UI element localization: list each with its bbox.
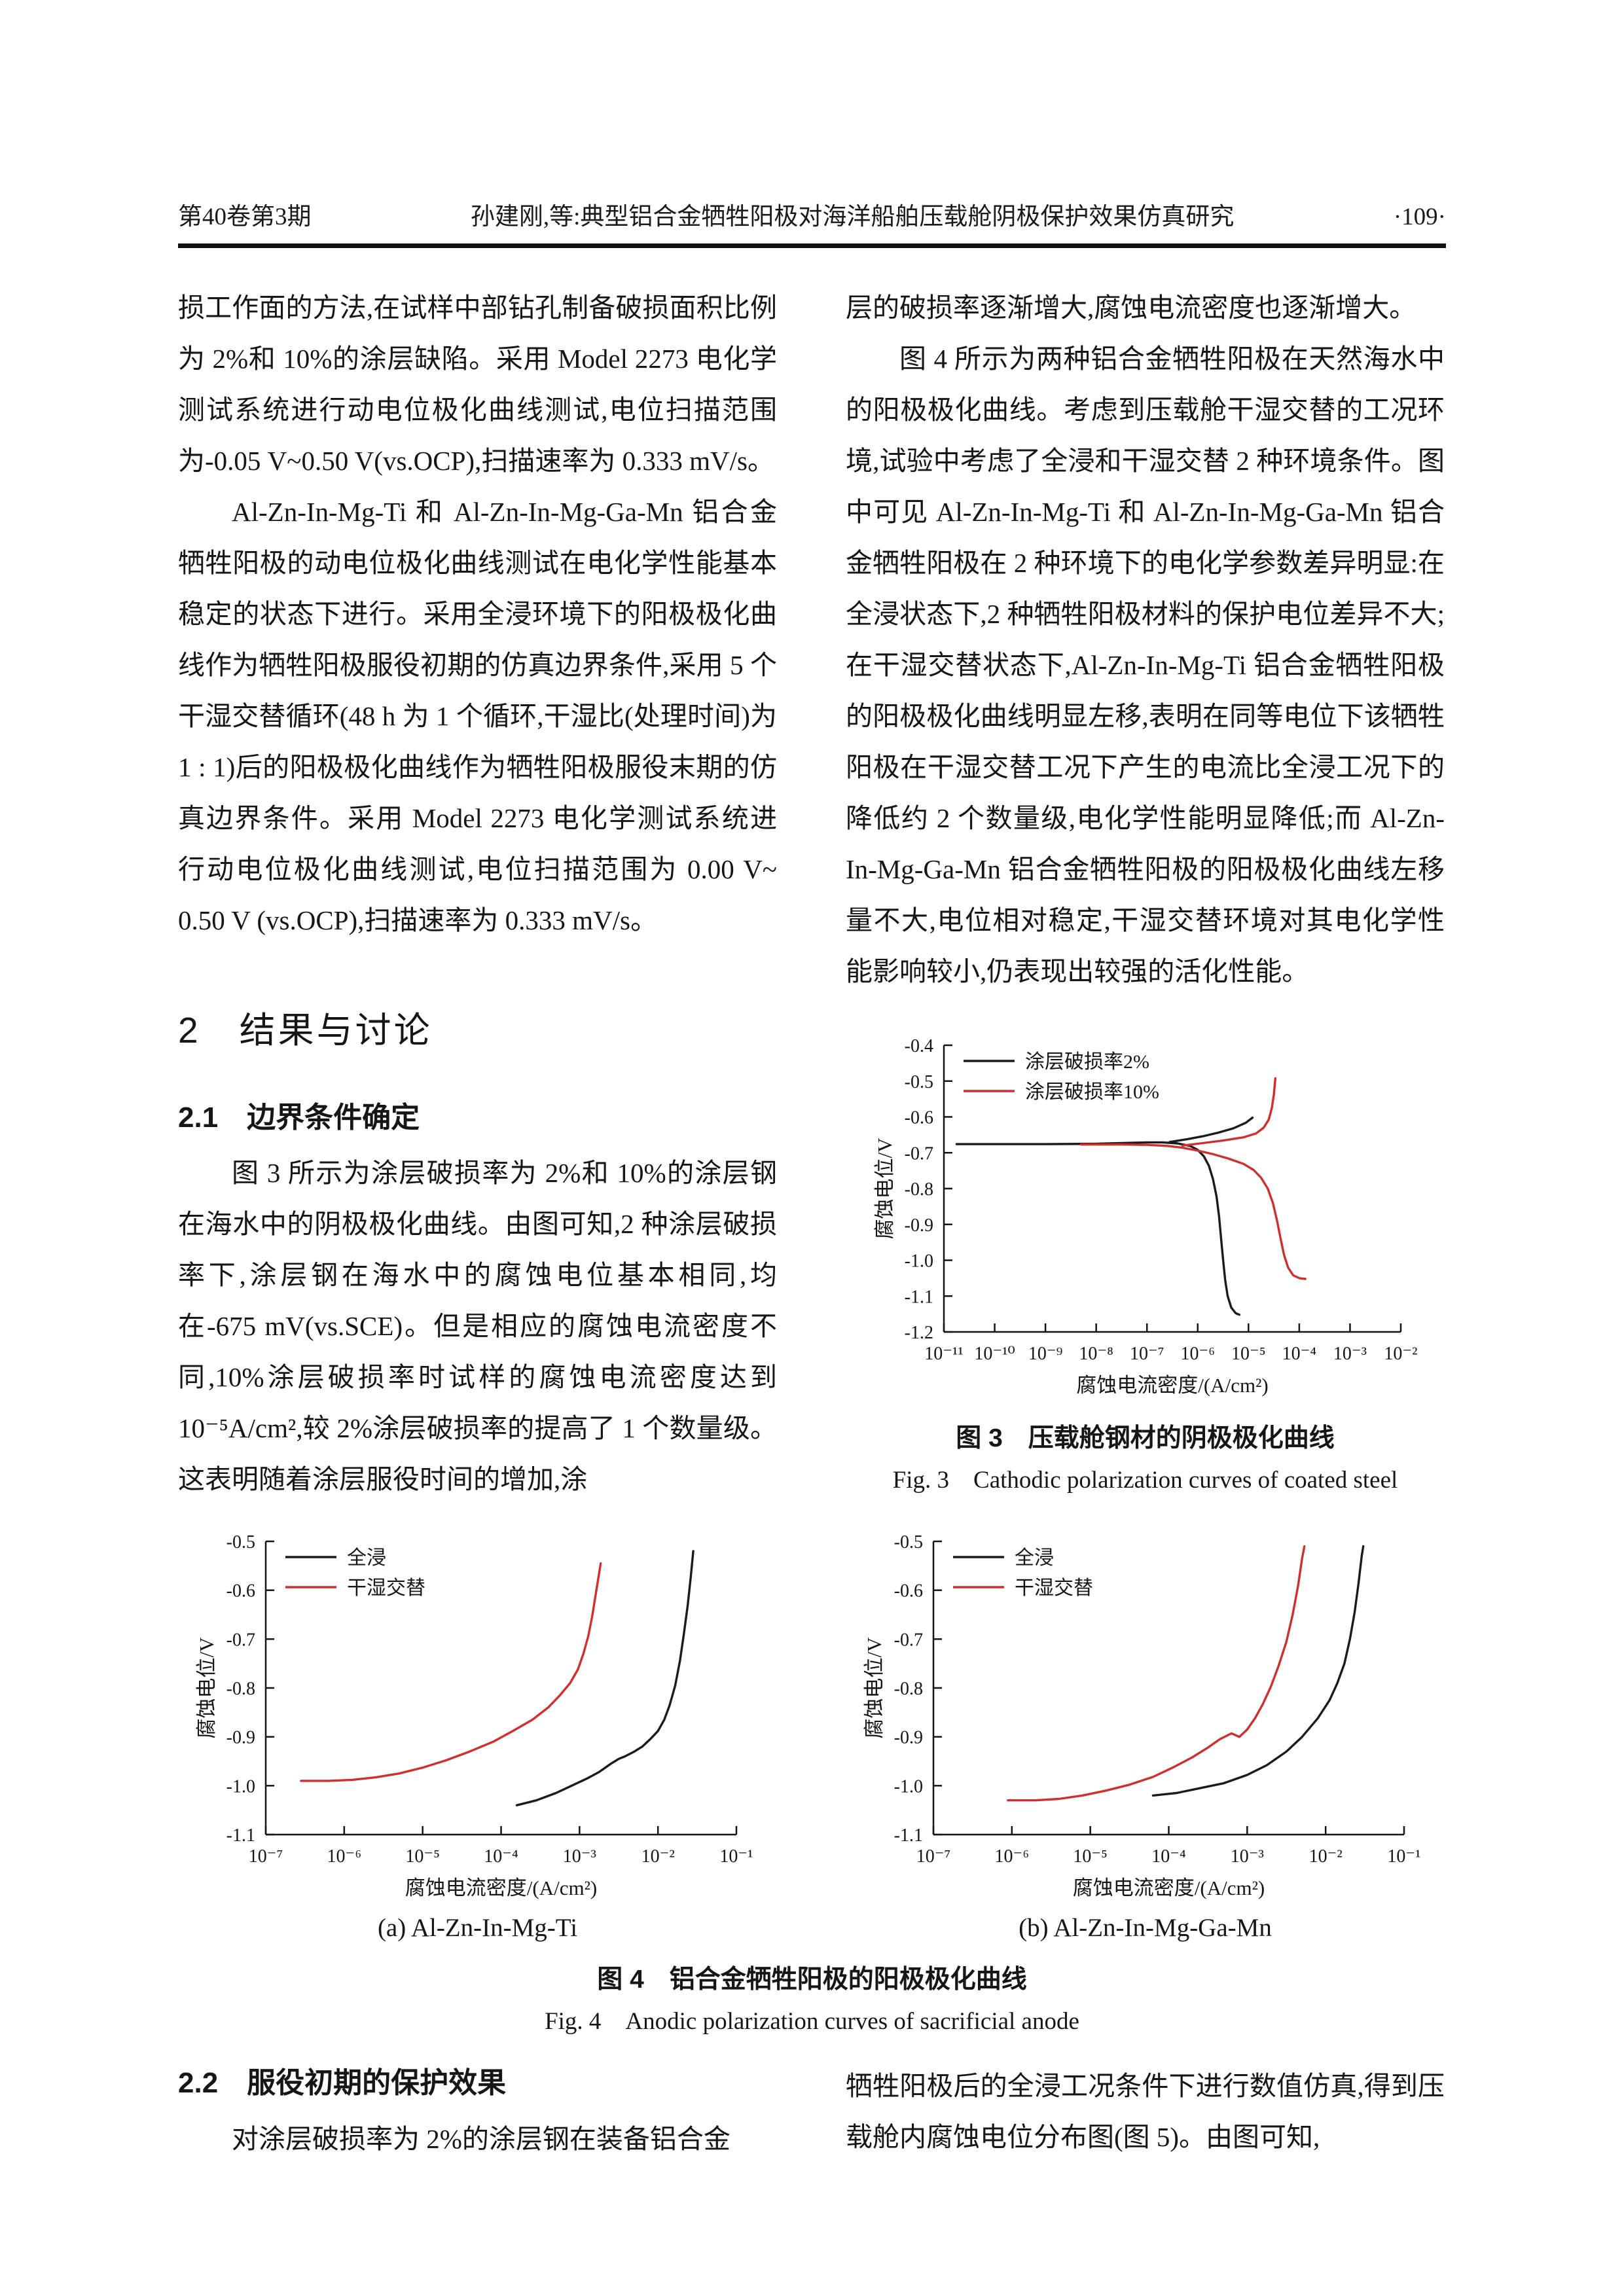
fig3-chart: -0.4 -0.5 -0.6 -0.7 -0.8 -0.9 -1.0 -1.1 -1.2 10⁻¹…: [846, 1026, 1445, 1405]
svg-text:-1.0: -1.0: [893, 1777, 922, 1797]
svg-text:10⁻²: 10⁻²: [1308, 1846, 1342, 1867]
fig4-caption-en: Fig. 4 Anodic polarization curves of sac…: [545, 2007, 1079, 2035]
paragraph: Al-Zn-In-Mg-Ti 和 Al-Zn-In-Mg-Ga-Mn 铝合金牺牲…: [178, 497, 777, 935]
svg-text:腐蚀电位/V: 腐蚀电位/V: [863, 1637, 886, 1739]
svg-text:10⁻⁴: 10⁻⁴: [1151, 1846, 1186, 1867]
svg-text:-1.0: -1.0: [226, 1777, 255, 1797]
svg-text:10⁻⁹: 10⁻⁹: [1028, 1344, 1062, 1364]
svg-text:-0.9: -0.9: [904, 1215, 933, 1236]
svg-text:10⁻²: 10⁻²: [641, 1846, 674, 1867]
svg-text:10⁻³: 10⁻³: [1333, 1344, 1366, 1364]
svg-text:腐蚀电流密度/(A/cm²): 腐蚀电流密度/(A/cm²): [405, 1876, 596, 1899]
svg-text:10⁻⁶: 10⁻⁶: [327, 1846, 361, 1867]
figure-3: -0.4 -0.5 -0.6 -0.7 -0.8 -0.9 -1.0 -1.1 -1.2 10⁻¹…: [846, 1026, 1445, 1497]
svg-text:10⁻⁷: 10⁻⁷: [248, 1846, 283, 1867]
fig4b-chart: -0.5 -0.6 -0.7 -0.8 -0.9 -1.0 -1.1 10⁻⁷ 10⁻⁶ 10⁻⁵…: [846, 1522, 1445, 1908]
fig4a-chart: -0.5 -0.6 -0.7 -0.8 -0.9 -1.0 -1.1 10⁻⁷ 10⁻⁶ 10⁻⁵…: [178, 1522, 777, 1908]
svg-text:10⁻⁵: 10⁻⁵: [1231, 1344, 1266, 1364]
figure-4a: -0.5 -0.6 -0.7 -0.8 -0.9 -1.0 -1.1 10⁻⁷ 10⁻⁶ 10⁻⁵…: [178, 1522, 777, 1946]
fig4a-subcaption: (a) Al-Zn-In-Mg-Ti: [377, 1914, 578, 1943]
paragraph: 损工作面的方法,在试样中部钻孔制备破损面积比例为 2%和 10%的涂层缺陷。采用…: [178, 293, 777, 476]
svg-text:全浸: 全浸: [347, 1547, 386, 1569]
svg-text:腐蚀电流密度/(A/cm²): 腐蚀电流密度/(A/cm²): [1072, 1876, 1264, 1899]
page-header: 第40卷第3期 孙建刚,等:典型铝合金牺牲阳极对海洋船舶压载舱阴极保护效果仿真研…: [178, 0, 1446, 232]
fig3-caption-cn: 图 3 压载舱钢材的阴极极化曲线: [956, 1424, 1335, 1452]
svg-text:-0.7: -0.7: [893, 1630, 922, 1651]
svg-text:10⁻⁵: 10⁻⁵: [405, 1846, 440, 1867]
svg-text:-0.8: -0.8: [904, 1179, 933, 1200]
svg-text:-0.7: -0.7: [226, 1630, 255, 1651]
page-number: ·109·: [1393, 204, 1446, 230]
running-title: 孙建刚,等:典型铝合金牺牲阳极对海洋船舶压载舱阴极保护效果仿真研究: [470, 204, 1235, 230]
subsection-heading-2-2: 2.2 服役初期的保护效果: [178, 2067, 507, 2100]
svg-text:-0.5: -0.5: [904, 1072, 933, 1092]
paragraph: 图 3 所示为涂层破损率为 2%和 10%的涂层钢在海水中的阴极极化曲线。由图可…: [178, 1158, 777, 1495]
svg-text:10⁻²: 10⁻²: [1384, 1344, 1417, 1364]
volume-issue: 第40卷第3期: [178, 204, 312, 230]
svg-text:-0.6: -0.6: [226, 1581, 255, 1602]
svg-text:-1.1: -1.1: [893, 1825, 922, 1846]
left-column: 损工作面的方法,在试样中部钻孔制备破损面积比例为 2%和 10%的涂层缺陷。采用…: [178, 282, 777, 1505]
svg-text:-1.1: -1.1: [226, 1825, 255, 1846]
svg-text:10⁻⁴: 10⁻⁴: [1282, 1344, 1316, 1364]
svg-text:10⁻¹⁰: 10⁻¹⁰: [974, 1344, 1015, 1364]
svg-text:10⁻³: 10⁻³: [1230, 1846, 1263, 1867]
svg-text:干湿交替: 干湿交替: [347, 1577, 425, 1599]
svg-text:10⁻⁶: 10⁻⁶: [1180, 1344, 1215, 1364]
svg-text:-0.8: -0.8: [226, 1679, 255, 1699]
svg-text:10⁻¹: 10⁻¹: [719, 1846, 753, 1867]
left-column-bottom: 2.2 服役初期的保护效果 对涂层破损率为 2%的涂层钢在装备铝合金: [178, 2060, 777, 2164]
figure-4: -0.5 -0.6 -0.7 -0.8 -0.9 -1.0 -1.1 10⁻⁷ 10⁻⁶ 10⁻⁵…: [178, 1522, 1446, 1946]
svg-text:腐蚀电流密度/(A/cm²): 腐蚀电流密度/(A/cm²): [1076, 1374, 1268, 1397]
svg-text:10⁻⁸: 10⁻⁸: [1079, 1344, 1113, 1364]
fig4-caption-cn: 图 4 铝合金牺牲阳极的阳极极化曲线: [597, 1965, 1027, 1994]
svg-text:-1.1: -1.1: [904, 1287, 933, 1307]
paragraph: 对涂层破损率为 2%的涂层钢在装备铝合金: [232, 2123, 731, 2154]
svg-text:10⁻³: 10⁻³: [562, 1846, 596, 1867]
svg-text:10⁻⁶: 10⁻⁶: [994, 1846, 1029, 1867]
svg-text:-0.9: -0.9: [226, 1728, 255, 1748]
header-rule: [178, 243, 1446, 248]
svg-text:10⁻⁷: 10⁻⁷: [916, 1846, 950, 1867]
svg-text:-1.0: -1.0: [904, 1251, 933, 1272]
section-heading-2: 2 结果与讨论: [178, 1010, 433, 1050]
svg-text:涂层破损率2%: 涂层破损率2%: [1025, 1051, 1149, 1073]
svg-text:-0.4: -0.4: [904, 1036, 933, 1056]
paragraph: 层的破损率逐渐增大,腐蚀电流密度也逐渐增大。: [846, 293, 1416, 323]
svg-text:10⁻⁵: 10⁻⁵: [1073, 1846, 1108, 1867]
main-two-columns: 损工作面的方法,在试样中部钻孔制备破损面积比例为 2%和 10%的涂层缺陷。采用…: [178, 282, 1446, 1505]
fig3-caption-en: Fig. 3 Cathodic polarization curves of c…: [892, 1466, 1398, 1494]
paragraph: 牺牲阳极后的全浸工况条件下进行数值仿真,得到压载舱内腐蚀电位分布图(图 5)。由…: [846, 2071, 1445, 2153]
svg-text:-0.9: -0.9: [893, 1728, 922, 1748]
svg-text:干湿交替: 干湿交替: [1015, 1577, 1093, 1599]
subsection-heading-2-1: 2.1 边界条件确定: [178, 1102, 420, 1134]
svg-text:涂层破损率10%: 涂层破损率10%: [1025, 1081, 1159, 1103]
svg-text:腐蚀电位/V: 腐蚀电位/V: [873, 1138, 896, 1240]
bottom-two-columns: 2.2 服役初期的保护效果 对涂层破损率为 2%的涂层钢在装备铝合金 牺牲阳极后…: [178, 2060, 1446, 2164]
svg-text:腐蚀电位/V: 腐蚀电位/V: [195, 1637, 218, 1739]
svg-text:全浸: 全浸: [1015, 1547, 1054, 1569]
svg-text:10⁻⁷: 10⁻⁷: [1129, 1344, 1164, 1364]
right-column-bottom: 牺牲阳极后的全浸工况条件下进行数值仿真,得到压载舱内腐蚀电位分布图(图 5)。由…: [846, 2060, 1445, 2162]
svg-text:-0.8: -0.8: [893, 1679, 922, 1699]
svg-text:10⁻¹: 10⁻¹: [1387, 1846, 1420, 1867]
right-column: 层的破损率逐渐增大,腐蚀电流密度也逐渐增大。 图 4 所示为两种铝合金牺牲阳极在…: [846, 282, 1445, 1497]
svg-text:-0.5: -0.5: [226, 1532, 255, 1552]
svg-text:-0.7: -0.7: [904, 1143, 933, 1164]
figure-4b: -0.5 -0.6 -0.7 -0.8 -0.9 -1.0 -1.1 10⁻⁷ 10⁻⁶ 10⁻⁵…: [846, 1522, 1445, 1946]
svg-text:10⁻¹¹: 10⁻¹¹: [924, 1344, 964, 1364]
paragraph: 图 4 所示为两种铝合金牺牲阳极在天然海水中的阳极极化曲线。考虑到压载舱干湿交替…: [846, 344, 1445, 986]
svg-text:-0.5: -0.5: [893, 1532, 922, 1552]
svg-text:-1.2: -1.2: [904, 1323, 933, 1343]
svg-text:-0.6: -0.6: [904, 1108, 933, 1128]
fig4b-subcaption: (b) Al-Zn-In-Mg-Ga-Mn: [1019, 1914, 1272, 1943]
svg-text:-0.6: -0.6: [893, 1581, 922, 1602]
svg-text:10⁻⁴: 10⁻⁴: [484, 1846, 518, 1867]
figure-4-captions: 图 4 铝合金牺牲阳极的阳极极化曲线 Fig. 4 Anodic polariz…: [178, 1962, 1446, 2038]
